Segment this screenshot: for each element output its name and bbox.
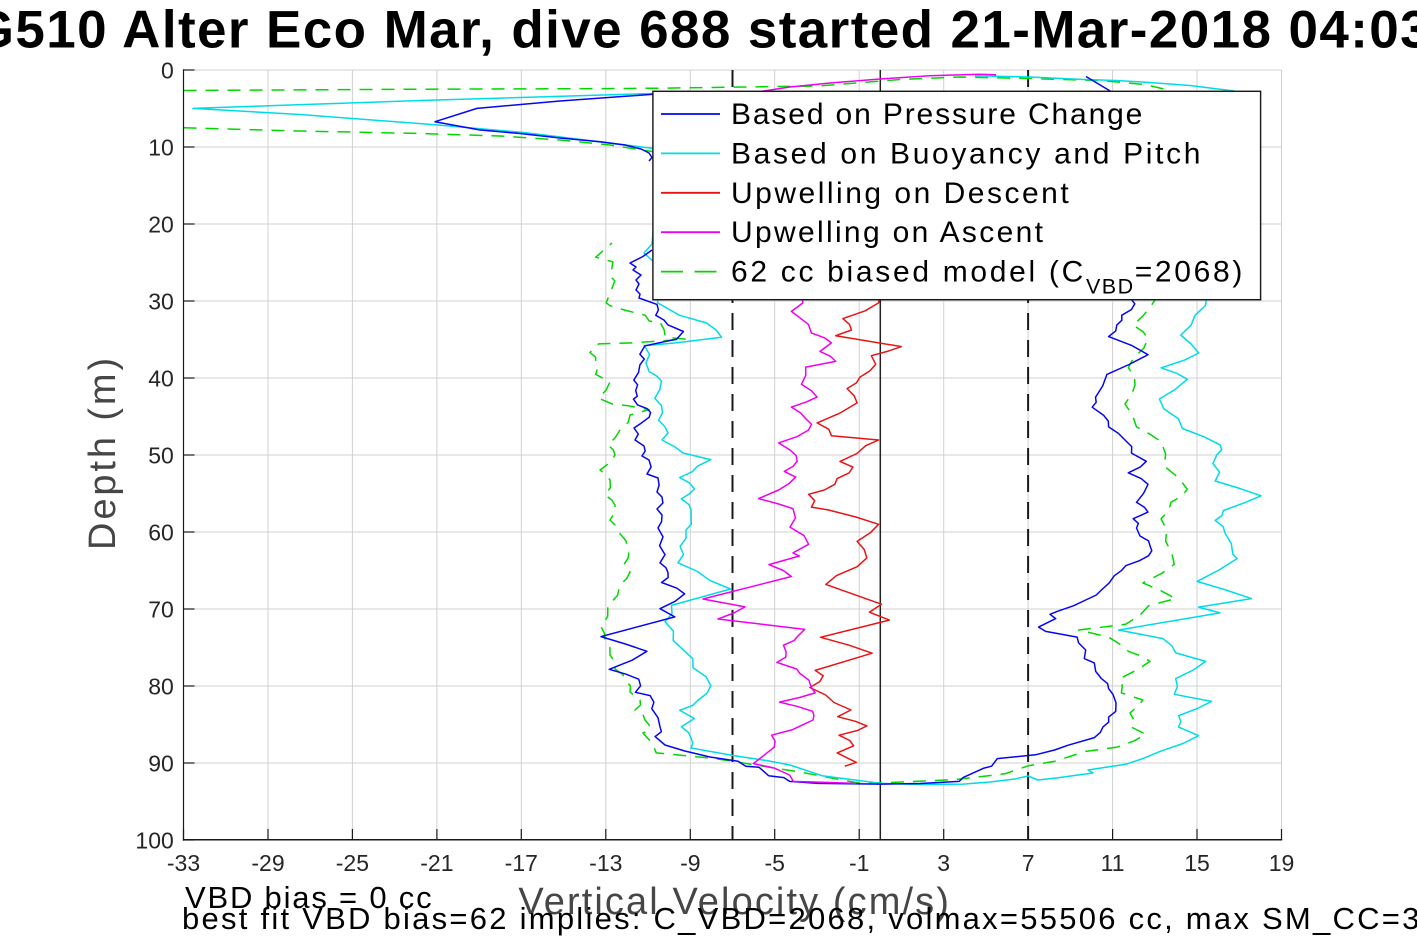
svg-text:3: 3 bbox=[937, 850, 950, 876]
svg-text:60: 60 bbox=[148, 519, 174, 545]
svg-text:90: 90 bbox=[148, 750, 174, 776]
svg-text:SG510 Alter Eco Mar, dive 688: SG510 Alter Eco Mar, dive 688 started 21… bbox=[0, 0, 1417, 59]
svg-text:20: 20 bbox=[148, 211, 174, 237]
svg-text:70: 70 bbox=[148, 596, 174, 622]
svg-text:80: 80 bbox=[148, 673, 174, 699]
svg-text:best fit VBD bias=62 implies:: best fit VBD bias=62 implies: C_VBD=2068… bbox=[182, 901, 1417, 936]
svg-text:Upwelling on Descent: Upwelling on Descent bbox=[731, 177, 1071, 210]
svg-text:Depth (m): Depth (m) bbox=[82, 355, 124, 550]
svg-text:-17: -17 bbox=[505, 850, 538, 876]
svg-text:40: 40 bbox=[148, 365, 174, 391]
svg-text:-33: -33 bbox=[167, 850, 200, 876]
svg-text:15: 15 bbox=[1184, 850, 1210, 876]
svg-text:-5: -5 bbox=[764, 850, 784, 876]
svg-text:-13: -13 bbox=[589, 850, 622, 876]
svg-text:-9: -9 bbox=[680, 850, 700, 876]
svg-text:-29: -29 bbox=[251, 850, 284, 876]
svg-text:Based on Pressure Change: Based on Pressure Change bbox=[731, 98, 1144, 131]
svg-text:Vertical Velocity (cm/s): Vertical Velocity (cm/s) bbox=[518, 881, 951, 923]
svg-text:-21: -21 bbox=[420, 850, 453, 876]
svg-text:30: 30 bbox=[148, 288, 174, 314]
svg-text:100: 100 bbox=[135, 827, 173, 853]
svg-text:Based on Buoyancy and Pitch: Based on Buoyancy and Pitch bbox=[731, 137, 1203, 170]
svg-text:-25: -25 bbox=[336, 850, 369, 876]
svg-text:11: 11 bbox=[1101, 850, 1125, 876]
svg-text:10: 10 bbox=[148, 134, 174, 160]
svg-text:0: 0 bbox=[161, 57, 174, 83]
svg-text:VBD bias = 0 cc: VBD bias = 0 cc bbox=[185, 880, 433, 915]
svg-text:50: 50 bbox=[148, 442, 174, 468]
svg-text:-1: -1 bbox=[849, 850, 869, 876]
svg-text:19: 19 bbox=[1269, 850, 1295, 876]
svg-text:7: 7 bbox=[1022, 850, 1035, 876]
svg-text:Upwelling on Ascent: Upwelling on Ascent bbox=[731, 216, 1045, 249]
